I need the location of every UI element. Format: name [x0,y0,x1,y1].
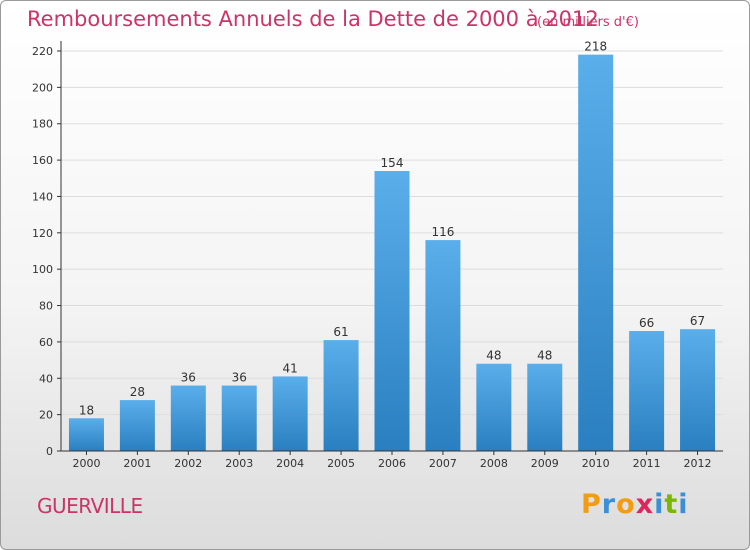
bar [374,171,410,451]
logo-letter: i [678,489,689,520]
bar-value-label: 41 [283,361,298,375]
bar-value-label: 218 [584,40,607,54]
y-tick-label: 0 [46,445,53,458]
x-tick-label: 2002 [174,457,202,470]
y-tick-label: 20 [39,409,53,422]
logo-letter: i [654,489,665,520]
y-tick-label: 120 [32,227,53,240]
bar [221,385,257,451]
logo-letter: r [601,489,617,520]
x-tick-label: 2003 [225,457,253,470]
chart-title: Remboursements Annuels de la Dette de 20… [27,7,599,31]
bar [527,363,563,451]
bar-value-label: 36 [232,371,247,385]
y-tick-label: 60 [39,336,53,349]
logo-letter: o [616,489,636,520]
bar [323,340,359,451]
y-tick-label: 80 [39,300,53,313]
bar-value-label: 48 [486,349,501,363]
y-tick-label: 220 [32,45,53,58]
bar [680,329,716,451]
bar [425,240,461,451]
bar [68,418,104,451]
x-tick-label: 2007 [429,457,457,470]
y-tick-label: 200 [32,81,53,94]
x-tick-label: 2010 [582,457,610,470]
x-tick-label: 2009 [531,457,559,470]
bar [119,400,155,451]
bar [170,385,206,451]
bars: 18 28 36 36 41 61 154 116 48 48 218 66 67 [68,40,716,452]
bar [272,376,308,451]
x-tick-label: 2005 [327,457,355,470]
y-tick-label: 160 [32,154,53,167]
chart-unit: (en milliers d'€) [537,15,639,30]
bar [476,363,512,451]
x-tick-label: 2012 [684,457,712,470]
x-tick-label: 2001 [123,457,151,470]
logo-letter: P [581,489,602,520]
bar-value-label: 61 [333,325,348,339]
bar-value-label: 36 [181,371,196,385]
x-tick-label: 2006 [378,457,406,470]
x-tick-label: 2011 [633,457,661,470]
logo-letter: x [635,489,655,520]
logo-letter: t [664,489,679,520]
bar [578,54,614,452]
bar-value-label: 67 [690,314,705,328]
commune-name: GUERVILLE [37,494,143,518]
y-tick-label: 100 [32,263,53,276]
bar-value-label: 28 [130,385,145,399]
y-tick-label: 40 [39,372,53,385]
x-tick-label: 2004 [276,457,304,470]
bar-value-label: 66 [639,316,654,330]
x-tick-label: 2008 [480,457,508,470]
axes: 0 20 40 60 80 100 120 140 160 180 200 220 2000 2001 20… [32,41,723,470]
bar-value-label: 48 [537,349,552,363]
y-tick-label: 180 [32,118,53,131]
proxiti-logo: Proxiti [581,489,689,520]
bar-value-label: 18 [79,403,94,417]
bar-value-label: 154 [381,156,404,170]
bar-value-label: 116 [431,225,454,239]
bar [629,331,665,451]
x-tick-label: 2000 [72,457,100,470]
y-tick-label: 140 [32,190,53,203]
